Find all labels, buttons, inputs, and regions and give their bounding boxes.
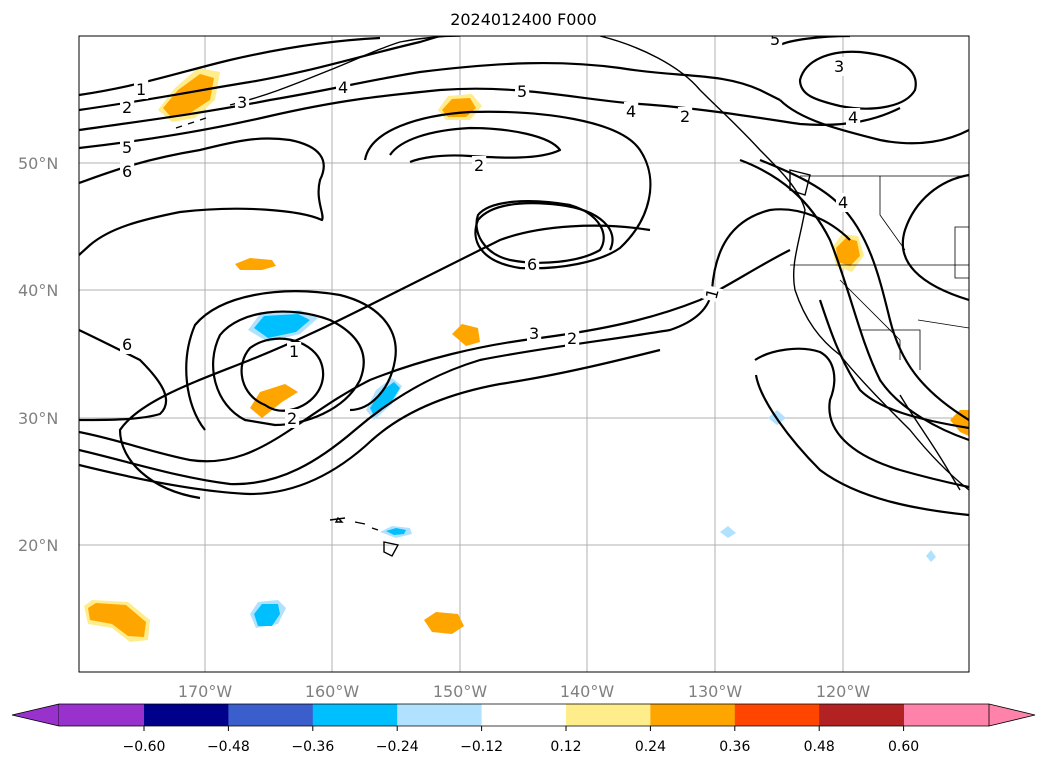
colorbar-bin xyxy=(144,704,229,726)
contour-label: 3 xyxy=(529,324,539,343)
lon-label: 170°W xyxy=(178,682,233,701)
colorbar-bin xyxy=(566,704,651,726)
contour-label: 1 xyxy=(136,80,146,99)
coastlines xyxy=(175,36,969,557)
contour-label-halo xyxy=(285,409,300,428)
contour-label-halo xyxy=(235,93,250,112)
contour-label-halo xyxy=(336,78,351,97)
colorbar-bin xyxy=(734,704,820,726)
colorbar-tick-label: 0.60 xyxy=(888,739,919,755)
colorbar-over-block xyxy=(904,704,989,726)
lat-label: 40°N xyxy=(18,281,58,300)
contour-label: 3 xyxy=(834,57,844,76)
contour-label: 6 xyxy=(122,162,132,181)
contour-label: 4 xyxy=(626,102,636,121)
contour-label-halo xyxy=(836,193,851,212)
contour-label-halo xyxy=(134,80,149,99)
colorbar-tick-label: 0.12 xyxy=(550,739,581,755)
contour-label: 4 xyxy=(838,193,848,212)
contour-label-halo xyxy=(287,342,302,361)
contour-label: 6 xyxy=(527,255,537,274)
lat-label: 50°N xyxy=(18,154,58,173)
lon-label: 140°W xyxy=(560,682,615,701)
contour-label-halo xyxy=(846,108,861,127)
colorbar-bin xyxy=(650,704,736,726)
colorbar-under-triangle xyxy=(11,703,60,727)
latitude-labels: 50°N 40°N 30°N 20°N xyxy=(18,154,58,555)
contour-label: 1 xyxy=(702,286,723,301)
contour-label-halo xyxy=(120,98,135,117)
contour-label: 4 xyxy=(338,78,348,97)
colorbar-tick-label: 0.24 xyxy=(635,739,666,755)
contour-label-halo xyxy=(525,255,540,274)
contour-label: 1 xyxy=(289,342,299,361)
colorbar-tick-label: −0.36 xyxy=(291,739,334,755)
contour-label: 5 xyxy=(770,30,780,49)
contour-lines xyxy=(79,36,969,517)
contour-label-halo xyxy=(515,82,530,101)
contour-label: 5 xyxy=(517,82,527,101)
lon-label: 130°W xyxy=(688,682,743,701)
contour-label-halo xyxy=(624,102,639,121)
colorbar-tick-label: −0.24 xyxy=(376,739,419,755)
contour-label: 6 xyxy=(122,335,132,354)
colorbar-tick-label: 0.36 xyxy=(719,739,750,755)
lon-label: 120°W xyxy=(816,682,871,701)
contour-label-halo xyxy=(565,329,580,348)
contour-label: 4 xyxy=(848,108,858,127)
colorbar-bin xyxy=(397,704,483,726)
contour-label-halo xyxy=(472,156,487,175)
colorbar-under-block xyxy=(59,704,144,726)
map-panel: 1 2 3 4 5 2 4 5 3 4 6 5 6 6 1 2 3 2 1 2 xyxy=(78,30,970,673)
colorbar: −0.60 −0.48 −0.36 −0.24 −0.12 0.12 0.24 0.36 0.4… xyxy=(11,703,1036,755)
contour-label: 5 xyxy=(122,138,132,157)
map-title: 2024012400 F000 xyxy=(450,10,597,29)
colorbar-bin xyxy=(228,704,314,726)
contour-label-halo xyxy=(768,36,783,49)
longitude-labels: 170°W 160°W 150°W 140°W 130°W 120°W xyxy=(178,682,871,701)
contour-label: 2 xyxy=(567,329,577,348)
contour-label-halo xyxy=(527,324,542,343)
colorbar-bin xyxy=(481,704,567,726)
contour-label-group: 1 2 3 4 5 2 4 5 3 4 6 5 6 6 1 2 3 2 1 2 xyxy=(120,30,861,428)
gridlines xyxy=(79,36,969,672)
contour-label: 2 xyxy=(122,98,132,117)
lat-label: 30°N xyxy=(18,409,58,428)
lon-label: 160°W xyxy=(305,682,360,701)
colorbar-tick-label: −0.48 xyxy=(207,739,250,755)
contour-label-halo xyxy=(120,138,135,157)
colorbar-bin xyxy=(312,704,398,726)
colorbar-bin xyxy=(819,704,905,726)
lon-label: 150°W xyxy=(433,682,488,701)
contour-label: 2 xyxy=(287,409,297,428)
colorbar-tick-label: −0.12 xyxy=(460,739,503,755)
negative-anomaly-patches xyxy=(248,310,936,628)
contour-label: 2 xyxy=(680,107,690,126)
contour-label-halo xyxy=(678,107,693,126)
contour-label: 3 xyxy=(237,93,247,112)
contour-label-halo xyxy=(120,335,135,354)
contour-label-halo xyxy=(120,162,135,181)
contour-label-halo xyxy=(701,284,724,304)
contour-label: 2 xyxy=(474,156,484,175)
colorbar-tick-label: 0.48 xyxy=(804,739,835,755)
lat-label: 20°N xyxy=(18,536,58,555)
contour-label-halo xyxy=(832,57,847,76)
colorbar-tick-label: −0.60 xyxy=(123,739,166,755)
colorbar-over-triangle xyxy=(988,703,1036,727)
state-borders xyxy=(790,175,969,370)
